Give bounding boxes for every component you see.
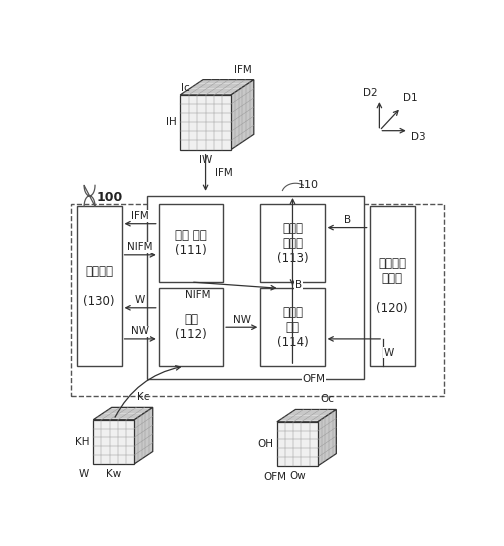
Text: 합성곱
계층
(114): 합성곱 계층 (114) [277, 306, 308, 349]
Text: IFM: IFM [233, 64, 251, 75]
Polygon shape [134, 407, 153, 464]
Text: Oc: Oc [320, 394, 334, 405]
Text: NIFM: NIFM [128, 242, 153, 252]
FancyBboxPatch shape [147, 196, 364, 379]
Text: D3: D3 [411, 132, 425, 142]
Text: OFM: OFM [302, 373, 325, 384]
Text: W: W [79, 469, 89, 479]
Text: 110: 110 [297, 180, 319, 189]
Text: NIFM: NIFM [184, 290, 210, 300]
Text: 커널
(112): 커널 (112) [175, 313, 207, 341]
Polygon shape [180, 80, 254, 95]
Text: 편향값
저장부
(113): 편향값 저장부 (113) [277, 222, 308, 265]
FancyBboxPatch shape [77, 206, 121, 366]
Polygon shape [277, 410, 336, 422]
Polygon shape [231, 80, 254, 150]
Text: Ow: Ow [289, 471, 306, 481]
FancyBboxPatch shape [260, 288, 325, 366]
Text: W: W [135, 295, 145, 305]
FancyBboxPatch shape [260, 204, 325, 282]
Text: IH: IH [165, 117, 176, 127]
Text: 입력 계층
(111): 입력 계층 (111) [175, 229, 207, 257]
Polygon shape [318, 410, 336, 466]
Text: IFM: IFM [131, 211, 149, 221]
Text: Kc: Kc [137, 393, 150, 402]
Text: IW: IW [199, 155, 212, 165]
Text: IFM: IFM [215, 168, 233, 178]
Polygon shape [277, 422, 318, 466]
Text: OH: OH [257, 439, 273, 449]
Text: D2: D2 [363, 88, 377, 98]
Text: Kw: Kw [106, 469, 121, 479]
Text: 파라미터
제어부

(120): 파라미터 제어부 (120) [376, 257, 408, 315]
Text: Ic: Ic [181, 83, 190, 93]
Polygon shape [93, 420, 134, 464]
Text: D1: D1 [403, 93, 417, 103]
Text: OFM: OFM [264, 472, 286, 482]
Text: KH: KH [75, 437, 89, 447]
FancyBboxPatch shape [71, 204, 444, 395]
Text: NW: NW [233, 314, 250, 325]
Text: NW: NW [131, 327, 149, 336]
Polygon shape [93, 407, 153, 420]
FancyBboxPatch shape [159, 288, 223, 366]
FancyBboxPatch shape [159, 204, 223, 282]
FancyBboxPatch shape [369, 206, 414, 366]
Text: B: B [344, 215, 351, 225]
Text: 전처리부

(130): 전처리부 (130) [83, 265, 115, 308]
Text: W: W [384, 347, 394, 358]
Text: 100: 100 [96, 192, 122, 204]
Text: B: B [295, 280, 302, 290]
Polygon shape [180, 95, 231, 150]
